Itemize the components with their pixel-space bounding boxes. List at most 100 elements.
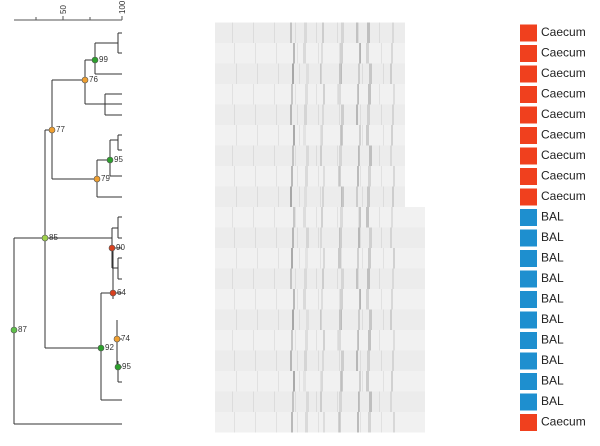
gel-band: [323, 330, 325, 351]
lane-swatch: [520, 168, 537, 185]
gel-band: [297, 412, 298, 433]
gel-band: [358, 22, 359, 43]
gel-band: [340, 207, 343, 228]
gel-band: [339, 350, 340, 371]
gel-band: [299, 63, 300, 84]
gel-band: [392, 22, 394, 43]
gel-band: [391, 207, 393, 228]
lane-label: Caecum: [541, 87, 586, 101]
gel-band: [253, 330, 254, 351]
lane-swatch: [520, 393, 537, 411]
gel-band: [299, 371, 300, 392]
gel-band: [379, 391, 380, 412]
gel-band: [368, 330, 371, 351]
gel-band: [253, 84, 254, 105]
lane-label: BAL: [541, 353, 564, 367]
gel-band: [366, 371, 369, 392]
gel-band: [320, 391, 322, 412]
gel-band: [305, 330, 308, 351]
gel-band: [304, 22, 307, 43]
gel-band: [393, 412, 395, 433]
gel-band: [295, 84, 296, 105]
gel-band: [369, 145, 372, 166]
gel-band: [393, 330, 395, 351]
gel-band: [320, 309, 321, 330]
lane-swatch: [520, 352, 537, 370]
gel-band: [340, 125, 343, 146]
gel-band: [316, 391, 317, 412]
gel-image: [215, 22, 425, 433]
gel-band: [293, 289, 295, 310]
gel-band: [383, 371, 384, 392]
gel-band: [257, 186, 258, 207]
gel-band: [340, 43, 343, 64]
gel-band: [276, 104, 277, 125]
gel-band: [305, 412, 308, 433]
lane-swatch: [520, 24, 537, 42]
gel-band: [381, 104, 382, 125]
node-label: 64: [117, 288, 126, 297]
gel-band: [356, 350, 358, 371]
gel-band: [278, 63, 279, 84]
gel-band: [253, 391, 254, 412]
node-marker: [10, 326, 18, 334]
gel-band: [255, 412, 256, 433]
gel-band: [358, 391, 360, 412]
gel-lane: [215, 248, 425, 269]
gel-lane: [215, 227, 425, 248]
gel-lane: [215, 309, 425, 330]
gel-band: [276, 289, 277, 310]
gel-band: [305, 84, 308, 105]
gel-band: [340, 289, 343, 310]
lane-swatch: [520, 291, 537, 308]
gel-band: [299, 186, 300, 207]
gel-band: [320, 248, 321, 269]
gel-band: [381, 412, 382, 433]
gel-band: [293, 207, 295, 228]
gel-band: [379, 207, 380, 228]
gel-band: [358, 391, 359, 412]
gel-band: [306, 309, 309, 330]
gel-band: [274, 84, 275, 105]
gel-band: [293, 125, 295, 146]
gel-lane: [215, 145, 405, 166]
gel-band: [337, 22, 338, 43]
gel-band: [340, 371, 343, 392]
gel-band: [366, 43, 369, 64]
gel-band: [362, 248, 363, 269]
gel-lane: [215, 350, 425, 371]
gel-band: [338, 330, 341, 351]
gel-band: [232, 268, 233, 289]
gel-band: [304, 186, 307, 207]
gel-band: [278, 248, 279, 269]
lane-swatch: [520, 250, 537, 267]
gel-band: [392, 268, 394, 289]
node-marker: [114, 363, 122, 371]
gel-lane: [215, 186, 405, 207]
gel-band: [304, 268, 307, 289]
gel-band: [339, 63, 342, 84]
scale-label: 50: [59, 5, 68, 14]
gel-band: [358, 84, 359, 105]
gel-band: [255, 350, 256, 371]
gel-band: [257, 63, 258, 84]
gel-band: [297, 289, 298, 310]
lane-label: Caecum: [541, 128, 586, 142]
gel-band: [297, 227, 298, 248]
gel-band: [274, 268, 275, 289]
gel-band: [339, 227, 342, 248]
node-marker: [106, 156, 114, 164]
gel-band: [297, 350, 298, 371]
gel-band: [393, 84, 395, 105]
gel-band: [318, 289, 319, 310]
gel-band: [362, 63, 363, 84]
gel-band: [379, 145, 380, 166]
gel-band: [304, 350, 307, 371]
gel-band: [359, 289, 361, 310]
gel-band: [276, 412, 277, 433]
gel-band: [359, 125, 361, 146]
gel-band: [232, 22, 233, 43]
gel-band: [303, 289, 306, 310]
lane-label: BAL: [541, 374, 564, 388]
gel-band: [360, 43, 361, 64]
